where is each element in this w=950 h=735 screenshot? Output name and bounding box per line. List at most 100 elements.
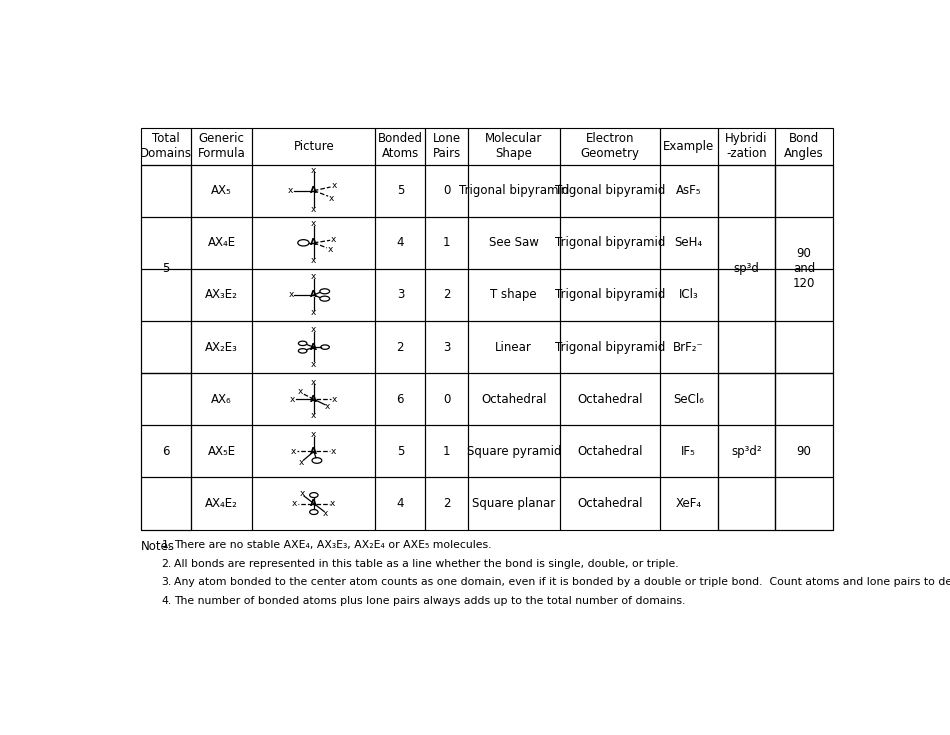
Text: AX₃E₂: AX₃E₂ — [205, 288, 238, 301]
Text: Lone
Pairs: Lone Pairs — [432, 132, 461, 160]
Text: Octahedral: Octahedral — [578, 445, 642, 458]
Text: sp³d: sp³d — [733, 262, 759, 276]
Text: Trigonal bipyramid: Trigonal bipyramid — [555, 237, 665, 249]
Text: Picture: Picture — [294, 140, 334, 153]
Text: x: x — [290, 395, 295, 404]
Bar — [717, 373, 775, 530]
Bar — [253, 217, 375, 269]
Bar — [375, 478, 426, 530]
Text: 3.: 3. — [162, 577, 172, 587]
Bar — [141, 373, 191, 426]
Text: x: x — [312, 220, 316, 229]
Bar — [775, 165, 833, 373]
Text: 3: 3 — [443, 340, 450, 354]
Text: AX₄E: AX₄E — [207, 237, 236, 249]
Bar — [253, 165, 375, 217]
Text: 0: 0 — [443, 184, 450, 197]
Bar — [141, 165, 191, 373]
Text: x: x — [312, 256, 316, 265]
Bar — [191, 217, 253, 269]
Text: x: x — [297, 387, 303, 396]
Text: x: x — [312, 360, 316, 369]
Bar — [426, 217, 467, 269]
Bar — [717, 321, 775, 373]
Text: x: x — [289, 290, 294, 299]
Bar — [141, 165, 191, 217]
Bar — [191, 373, 253, 426]
Bar — [426, 478, 467, 530]
Text: x: x — [331, 447, 336, 456]
Text: sp³d²: sp³d² — [732, 445, 762, 458]
Text: A: A — [311, 499, 317, 508]
Text: x: x — [312, 430, 316, 439]
Bar — [426, 426, 467, 478]
Bar — [660, 321, 717, 373]
Bar — [467, 321, 560, 373]
Text: See Saw: See Saw — [489, 237, 539, 249]
Bar — [191, 321, 253, 373]
Bar — [191, 426, 253, 478]
Bar — [426, 321, 467, 373]
Text: Trigonal bipyramid: Trigonal bipyramid — [459, 184, 569, 197]
Text: Square planar: Square planar — [472, 497, 556, 510]
Text: 5: 5 — [397, 184, 404, 197]
Text: AX₅: AX₅ — [211, 184, 232, 197]
Bar — [560, 373, 660, 426]
Text: x: x — [312, 326, 316, 334]
Bar — [375, 128, 426, 165]
Text: Linear: Linear — [495, 340, 532, 354]
Bar — [426, 128, 467, 165]
Text: x: x — [324, 402, 330, 411]
Bar — [560, 321, 660, 373]
Text: x: x — [312, 378, 316, 387]
Text: x: x — [299, 490, 305, 498]
Bar — [253, 373, 375, 426]
Text: AX₄E₂: AX₄E₂ — [205, 497, 238, 510]
Bar — [375, 165, 426, 217]
Text: Trigonal bipyramid: Trigonal bipyramid — [555, 340, 665, 354]
Text: 1: 1 — [443, 445, 450, 458]
Text: 6: 6 — [162, 445, 170, 458]
Text: 90
and
120: 90 and 120 — [793, 248, 815, 290]
Text: 0: 0 — [443, 392, 450, 406]
Text: Generic
Formula: Generic Formula — [198, 132, 245, 160]
Bar — [426, 373, 467, 426]
Text: x: x — [332, 395, 337, 404]
Bar — [141, 426, 191, 478]
Text: x: x — [312, 205, 316, 215]
Text: Octahedral: Octahedral — [481, 392, 546, 406]
Bar — [375, 217, 426, 269]
Text: AsF₅: AsF₅ — [676, 184, 701, 197]
Text: 1: 1 — [443, 237, 450, 249]
Bar — [253, 269, 375, 321]
Text: Trigonal bipyramid: Trigonal bipyramid — [555, 288, 665, 301]
Bar — [191, 128, 253, 165]
Bar — [141, 217, 191, 269]
Bar — [775, 321, 833, 373]
Text: 4: 4 — [396, 237, 404, 249]
Text: All bonds are represented in this table as a line whether the bond is single, do: All bonds are represented in this table … — [174, 559, 678, 568]
Text: T shape: T shape — [490, 288, 537, 301]
Text: Total
Domains: Total Domains — [140, 132, 192, 160]
Text: Hybridi
-zation: Hybridi -zation — [725, 132, 768, 160]
Text: x: x — [331, 499, 335, 508]
Text: A: A — [311, 395, 317, 404]
Text: A: A — [311, 343, 317, 351]
Bar — [467, 478, 560, 530]
Bar — [375, 321, 426, 373]
Bar — [141, 478, 191, 530]
Bar — [660, 478, 717, 530]
Text: 3: 3 — [397, 288, 404, 301]
Text: x: x — [312, 411, 316, 420]
Text: Electron
Geometry: Electron Geometry — [580, 132, 639, 160]
Bar — [191, 165, 253, 217]
Text: Example: Example — [663, 140, 714, 153]
Bar — [717, 165, 775, 373]
Bar — [775, 373, 833, 530]
Bar — [717, 478, 775, 530]
Bar — [717, 217, 775, 269]
Text: x: x — [293, 499, 297, 508]
Bar — [141, 128, 191, 165]
Bar — [426, 269, 467, 321]
Bar — [717, 269, 775, 321]
